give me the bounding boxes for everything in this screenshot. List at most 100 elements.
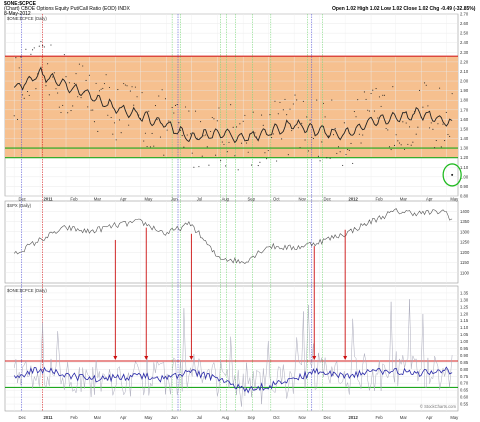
cpce-daily-point xyxy=(343,122,345,124)
cpce-daily-point xyxy=(156,119,158,121)
sentiment-band xyxy=(5,56,458,158)
x-tick-label: Aug xyxy=(222,415,230,420)
cpce-daily-point xyxy=(60,111,62,114)
cpce-daily-point xyxy=(16,118,19,121)
cpce-daily-point xyxy=(28,94,30,96)
cpce-daily-point xyxy=(95,82,97,84)
cpce-daily-point xyxy=(113,122,116,124)
cpce-daily-point xyxy=(297,127,299,129)
y-tick-label: 0.90 xyxy=(460,184,469,189)
cpce-daily-point xyxy=(358,133,360,135)
cpce-daily-point xyxy=(97,130,99,133)
x-tick-label: Apr xyxy=(120,415,127,420)
cpce-daily-point xyxy=(38,45,40,47)
cpce-daily-point xyxy=(123,83,125,85)
cpce-moving-average-line xyxy=(13,66,453,144)
cpce-raw-line xyxy=(13,299,453,407)
cpce-daily-point xyxy=(205,134,207,136)
cpce-daily-point xyxy=(360,142,362,144)
cpce-daily-point xyxy=(201,155,203,157)
cpce-daily-point xyxy=(141,92,143,94)
cpce-daily-point xyxy=(115,139,117,141)
x-tick-label: Jul xyxy=(197,197,202,202)
cpce-daily-point xyxy=(284,98,286,100)
cpce-daily-point xyxy=(25,48,27,50)
cpce-daily-point xyxy=(158,95,160,97)
cpce-daily-point xyxy=(105,74,107,76)
cpce-daily-point xyxy=(382,94,384,96)
y-tick-label: 1.20 xyxy=(460,311,469,316)
y-tick-label: 1100 xyxy=(460,270,470,275)
cpce-daily-point xyxy=(334,127,336,130)
signal-arrow-head xyxy=(343,356,348,360)
cpce-daily-point xyxy=(92,109,94,111)
cpce-daily-point xyxy=(299,147,301,149)
cpce-daily-point xyxy=(257,165,259,167)
cpce-daily-point xyxy=(306,116,308,118)
x-tick-label: Feb xyxy=(70,415,78,420)
cpce-daily-point xyxy=(385,127,387,130)
x-tick-label: Feb xyxy=(375,415,383,420)
cpce-daily-point xyxy=(184,106,187,108)
cpce-daily-point xyxy=(57,92,59,94)
cpce-daily-point xyxy=(267,150,269,152)
cpce-daily-point xyxy=(405,122,407,124)
cpce-daily-point xyxy=(221,141,223,143)
x-tick-label: Apr xyxy=(120,197,127,202)
cpce-daily-point xyxy=(108,86,111,89)
bottom-panel-legend: $ONE:$CPCE (Daily) xyxy=(7,288,47,293)
cpce-daily-point xyxy=(146,145,148,148)
cpce-daily-point xyxy=(357,99,359,101)
cpce-daily-point xyxy=(439,87,441,89)
cpce-daily-point xyxy=(58,106,60,108)
cpce-daily-point xyxy=(402,121,404,123)
x-tick-label: Mar xyxy=(94,197,102,202)
x-tick-label: Dec xyxy=(18,197,25,202)
cpce-daily-point xyxy=(27,90,29,93)
x-tick-label: Apr xyxy=(426,415,433,420)
x-tick-label: Nov xyxy=(298,415,306,420)
cpce-daily-point xyxy=(425,84,427,86)
y-tick-label: 2.00 xyxy=(460,79,469,84)
cpce-daily-point xyxy=(225,165,227,167)
cpce-daily-point xyxy=(20,56,22,58)
y-tick-label: 2.50 xyxy=(460,31,469,36)
cpce-daily-point xyxy=(449,135,451,137)
cpce-daily-point xyxy=(316,99,318,101)
cpce-daily-point xyxy=(355,116,357,118)
y-tick-label: 1.00 xyxy=(460,339,469,344)
x-tick-label: Oct xyxy=(273,197,280,202)
cpce-daily-point xyxy=(153,145,155,147)
cpce-smoothed-line xyxy=(13,366,453,394)
y-tick-label: 1.25 xyxy=(460,304,469,309)
cpce-daily-point xyxy=(151,132,153,135)
cpce-daily-point xyxy=(352,162,354,164)
x-tick-label: Dec xyxy=(18,415,25,420)
cpce-daily-point xyxy=(124,84,126,86)
cpce-daily-point xyxy=(173,112,175,114)
y-tick-label: 1200 xyxy=(460,250,470,255)
cpce-daily-point xyxy=(277,113,279,115)
y-tick-label: 0.65 xyxy=(460,388,469,393)
cpce-daily-point xyxy=(292,103,294,105)
cpce-daily-point xyxy=(304,139,306,141)
cpce-daily-point xyxy=(370,92,372,95)
cpce-daily-point xyxy=(208,164,210,166)
cpce-daily-point xyxy=(395,134,397,136)
cpce-daily-point xyxy=(282,109,284,111)
cpce-daily-point xyxy=(274,100,276,102)
cpce-daily-point xyxy=(161,89,163,91)
cpce-daily-point xyxy=(309,119,311,121)
cpce-daily-point xyxy=(388,146,391,148)
cpce-daily-point xyxy=(198,166,200,168)
y-tick-label: 1.70 xyxy=(460,107,469,112)
cpce-daily-point xyxy=(63,54,65,56)
cpce-daily-point xyxy=(383,94,386,96)
cpce-daily-point xyxy=(332,134,335,136)
cpce-daily-point xyxy=(397,140,399,142)
cpce-daily-point xyxy=(48,94,50,96)
x-tick-label: Aug xyxy=(222,197,230,202)
cpce-daily-point xyxy=(131,86,133,88)
y-tick-label: 2.60 xyxy=(460,21,469,26)
x-tick-label: Mar xyxy=(400,197,408,202)
